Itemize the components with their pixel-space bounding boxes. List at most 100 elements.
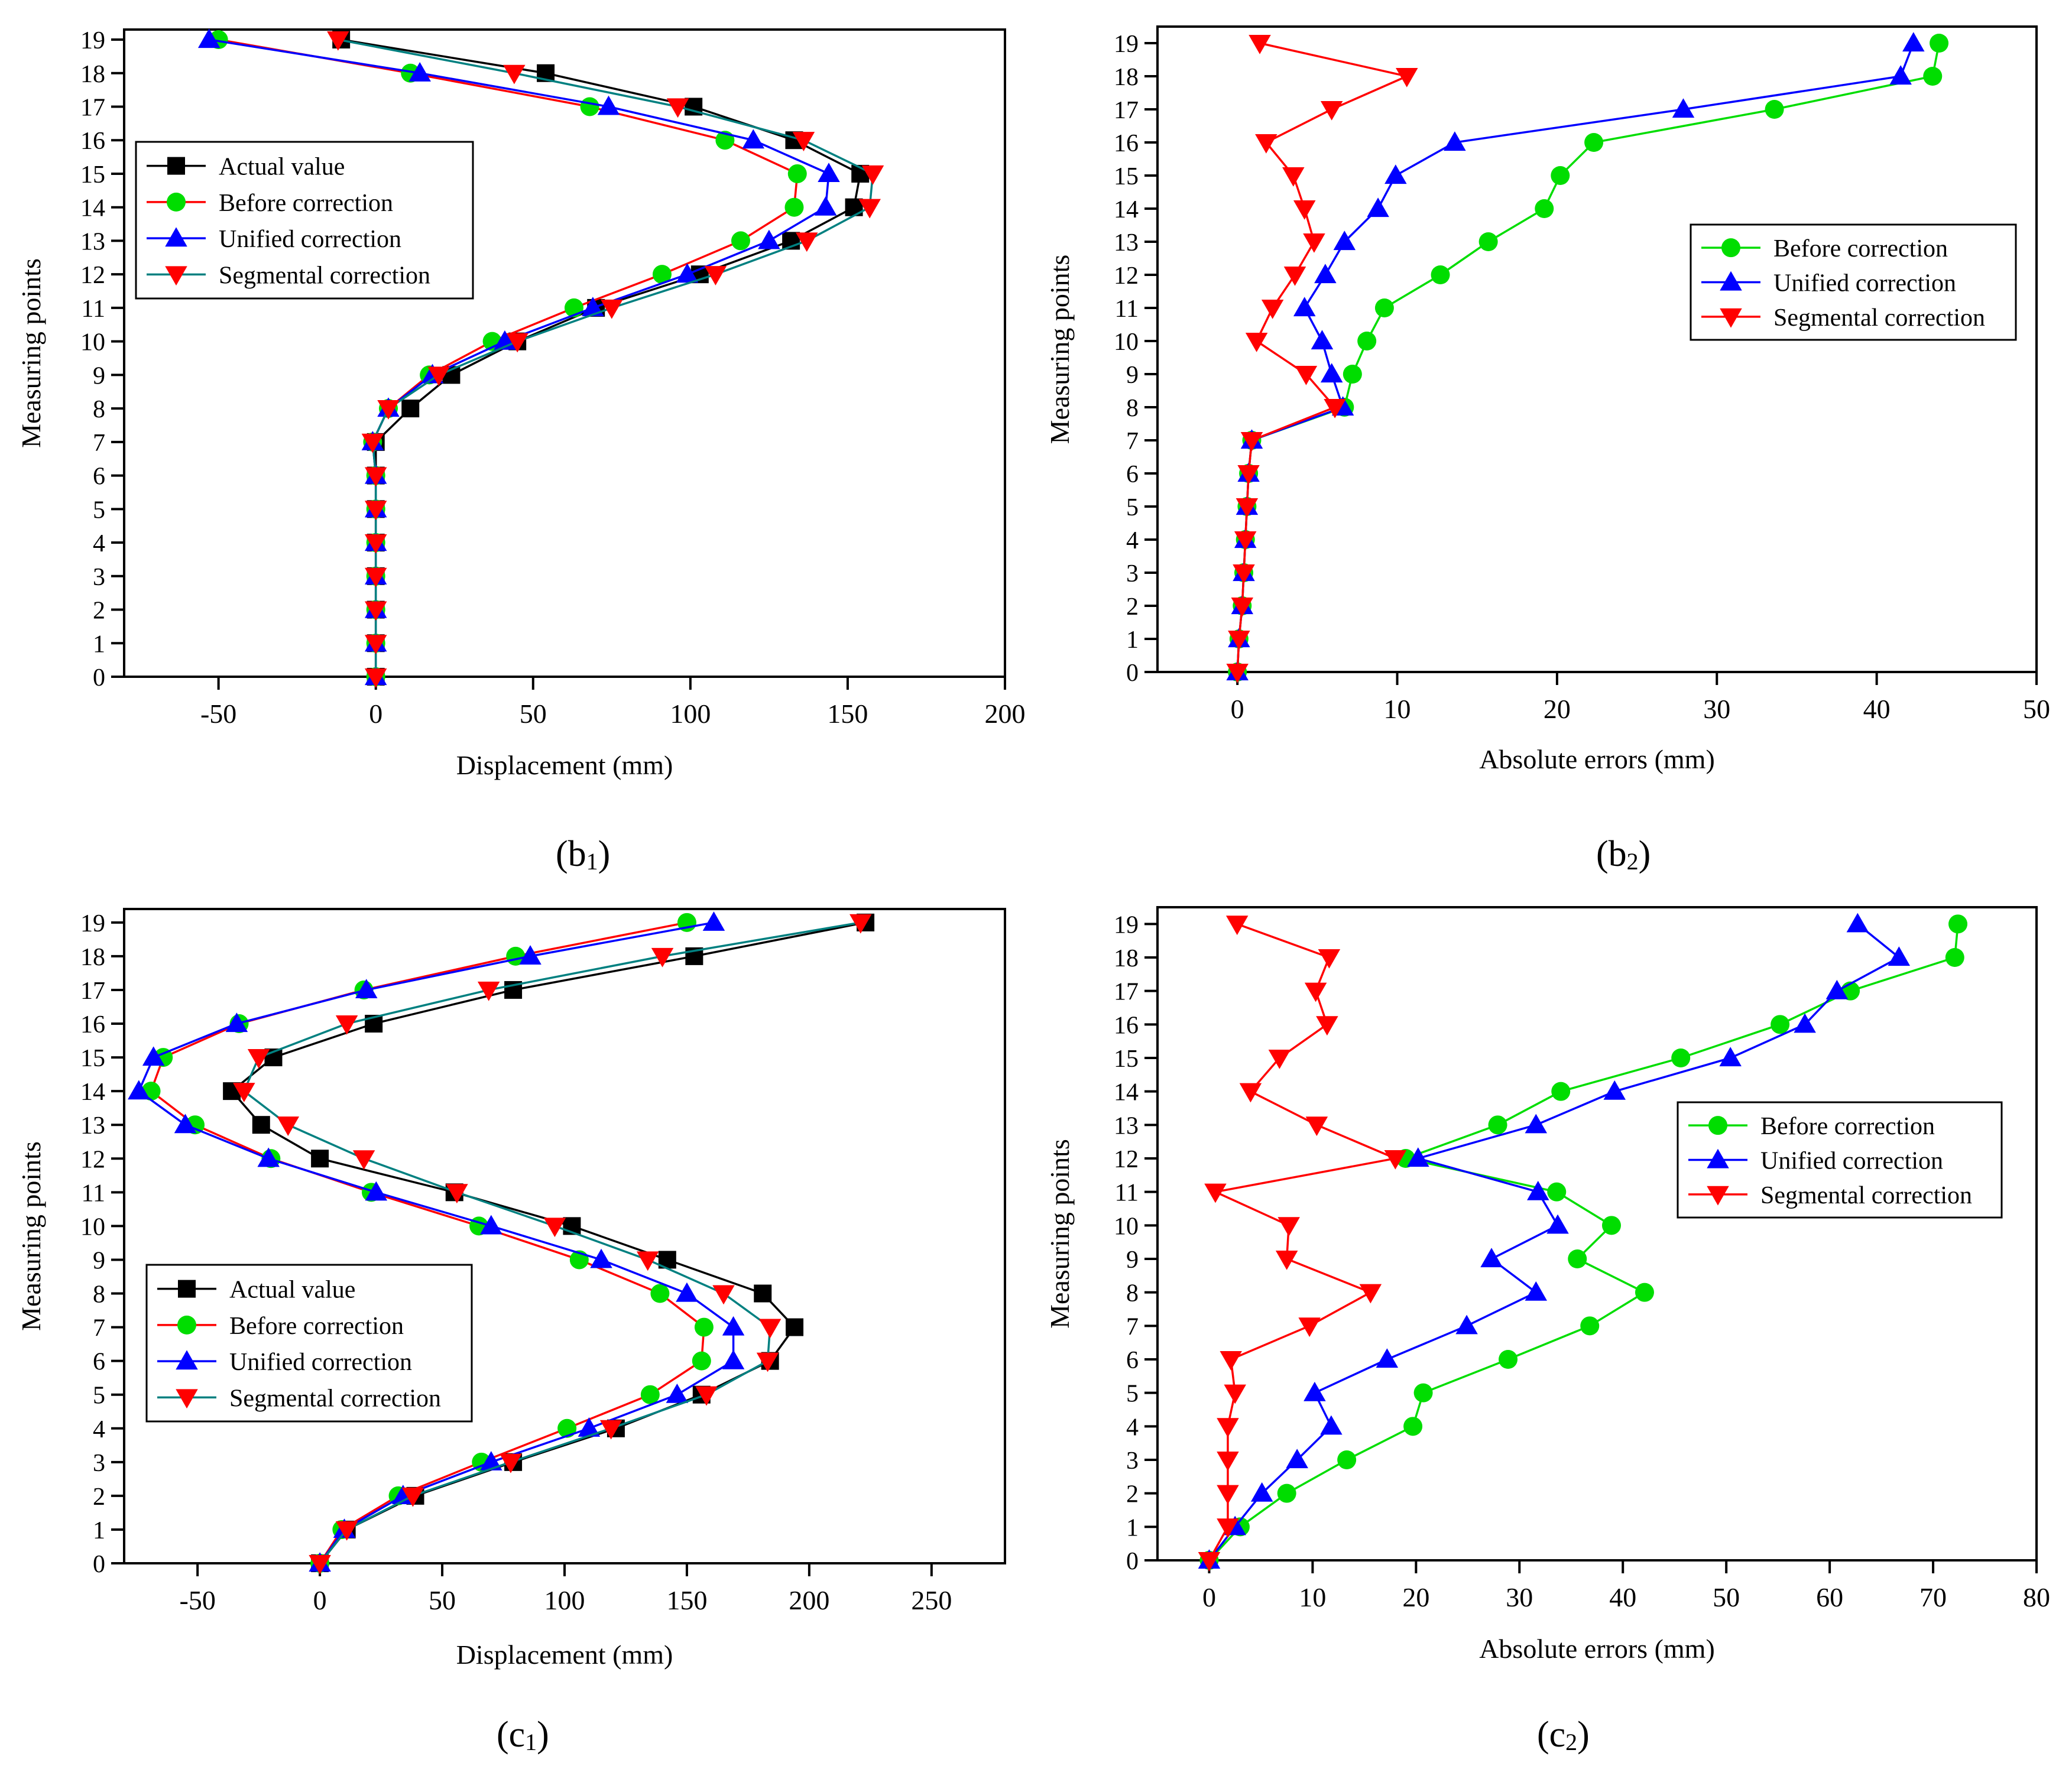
data-point (1525, 1281, 1548, 1301)
data-point (1431, 265, 1450, 284)
chart-b2: 0 10 20 30 40 5001234567891011121314151617181… (1045, 25, 2050, 875)
data-point (786, 1318, 804, 1336)
data-point (1889, 65, 1912, 85)
data-point (666, 98, 689, 118)
data-point (1282, 167, 1305, 187)
y-tick-label: 3 (1126, 1447, 1139, 1475)
data-point (1304, 982, 1327, 1002)
y-tick-label: 19 (80, 27, 105, 54)
legend-label: Before correction (1773, 235, 1948, 262)
data-point (1311, 330, 1334, 350)
x-tick-label: 50 (2023, 694, 2050, 724)
data-point (1314, 264, 1337, 284)
x-tick-label: -50 (180, 1585, 216, 1615)
data-point (754, 1284, 772, 1303)
y-tick-label: 8 (1126, 395, 1139, 422)
data-point (1217, 1418, 1239, 1438)
x-tick-label: 0 (1202, 1582, 1216, 1612)
data-point (601, 299, 623, 319)
legend-marker (167, 157, 185, 175)
x-tick-label: 250 (911, 1585, 952, 1615)
y-tick-label: 1 (93, 631, 105, 658)
data-point (636, 1251, 659, 1271)
data-point (599, 1420, 622, 1440)
data-point (1217, 1485, 1239, 1505)
data-point (1367, 197, 1389, 217)
y-tick-label: 3 (1126, 560, 1139, 587)
data-point (1547, 1182, 1567, 1202)
data-point (1846, 913, 1869, 933)
legend-marker (167, 192, 186, 212)
y-tick-label: 12 (1114, 262, 1139, 290)
data-point (1568, 1249, 1587, 1268)
data-point (580, 97, 599, 116)
data-point (1396, 67, 1418, 87)
legend-label: Segmental correction (1760, 1182, 1972, 1209)
data-point (1295, 365, 1318, 385)
x-tick-label: 50 (1713, 1582, 1740, 1612)
data-point (590, 1248, 612, 1268)
y-tick-label: 6 (1126, 461, 1139, 488)
data-point (702, 911, 725, 931)
data-point (1277, 1217, 1300, 1237)
y-tick-label: 0 (1126, 1548, 1139, 1575)
data-point (1580, 1316, 1600, 1336)
series-line (1208, 924, 1959, 1562)
data-point (722, 1349, 745, 1369)
x-tick-label: 60 (1816, 1582, 1843, 1612)
data-point (252, 1116, 270, 1134)
data-point (1320, 363, 1343, 383)
data-point (1765, 100, 1784, 119)
legend-box (145, 1264, 473, 1423)
data-point (1535, 199, 1554, 218)
x-axis-label: Absolute errors (mm) (1479, 744, 1715, 774)
y-tick-label: 9 (93, 1247, 105, 1274)
data-point (578, 1417, 601, 1437)
data-point (1357, 332, 1377, 350)
data-point (758, 1319, 782, 1339)
data-point (361, 433, 384, 453)
data-point (480, 1451, 502, 1470)
data-point (818, 163, 840, 183)
x-tick-label: 150 (827, 699, 868, 729)
y-tick-label: 15 (80, 1045, 105, 1072)
y-axis-label: Measuring points (16, 258, 46, 448)
x-axis-label: Displacement (mm) (456, 1640, 673, 1670)
y-tick-label: 2 (1126, 1481, 1139, 1508)
data-point (1320, 100, 1343, 121)
data-point (1231, 597, 1254, 617)
y-tick-label: 12 (80, 262, 105, 289)
data-point (861, 165, 884, 185)
data-point (1316, 1016, 1338, 1036)
series-segmental (327, 31, 884, 688)
data-point (1413, 1383, 1433, 1403)
data-point (1902, 32, 1925, 52)
data-point (543, 1218, 566, 1238)
data-point (731, 231, 750, 251)
x-tick-label: 20 (1402, 1582, 1429, 1612)
legend-label: Segmental correction (219, 262, 430, 289)
legend-marker (1720, 308, 1742, 328)
data-point (1298, 1317, 1321, 1338)
data-point (1275, 1250, 1298, 1270)
chart-c1: -50 0 50 100 150 200 2500123456789101112131415… (16, 908, 1006, 1755)
data-point (650, 1284, 670, 1303)
data-point (1525, 1114, 1548, 1134)
data-point (408, 62, 431, 82)
x-axis: 0 10 20 30 40 50 60 70 80 (1202, 1560, 2050, 1612)
y-tick-label: 9 (1126, 1246, 1139, 1274)
legend-marker (165, 266, 187, 286)
data-point (335, 1521, 358, 1541)
x-tick-label: 30 (1703, 694, 1730, 724)
y-tick-label: 7 (1126, 428, 1139, 455)
data-point (1318, 949, 1341, 969)
data-point (1407, 1147, 1429, 1167)
legend-label: Unified correction (229, 1349, 412, 1376)
data-point (849, 914, 872, 934)
y-tick-label: 16 (80, 1011, 105, 1038)
y-tick-label: 0 (93, 1551, 105, 1578)
data-point (1217, 1451, 1239, 1471)
legend-label: Unified correction (1760, 1148, 1943, 1175)
